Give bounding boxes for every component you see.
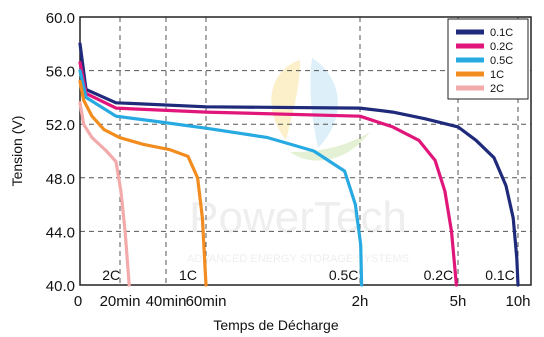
- series-line-0-1c: [78, 42, 520, 287]
- plot-area: [79, 16, 532, 286]
- legend-label: 1C: [490, 69, 504, 81]
- y-axis-label: Tension (V): [9, 116, 25, 187]
- y-axis-ticks: 40.0 44.0 48.0 52.0 56.0 60.0: [46, 10, 75, 295]
- series-line-1c: [78, 79, 208, 287]
- x-tick-label: 60min: [186, 293, 227, 310]
- curve-label: 2C: [102, 267, 120, 283]
- x-axis-label: Temps de Décharge: [213, 317, 339, 333]
- curve-label: 0.1C: [485, 267, 515, 283]
- watermark-leaf-yellow: [271, 60, 300, 140]
- y-tick-label: 40.0: [46, 278, 75, 295]
- curve-labels: 2C 1C 0.5C 0.2C 0.1C: [102, 267, 515, 283]
- grid: [80, 17, 531, 285]
- curve-label: 0.2C: [424, 267, 454, 283]
- legend: 0.1C 0.2C 0.5C 1C 2C: [447, 18, 529, 100]
- y-tick-label: 48.0: [46, 171, 75, 188]
- watermark-leaf-green: [290, 132, 370, 161]
- y-tick-label: 60.0: [46, 10, 75, 27]
- y-tick-label: 56.0: [46, 64, 75, 81]
- x-axis-ticks: 0 20min 40min 60min 2h 5h 10h: [74, 293, 531, 310]
- x-tick-label: 40min: [146, 293, 187, 310]
- x-tick-label: 0: [74, 293, 82, 310]
- y-tick-label: 44.0: [46, 224, 75, 241]
- series-layer: [78, 42, 520, 287]
- watermark: PowerTech ADVANCED ENERGY STORAGE SYSTEM…: [187, 58, 409, 265]
- series-line-2c: [78, 101, 131, 287]
- x-tick-label: 20min: [100, 293, 141, 310]
- legend-label: 2C: [490, 83, 504, 95]
- legend-label: 0.5C: [490, 55, 513, 67]
- y-tick-label: 52.0: [46, 117, 75, 134]
- watermark-text: PowerTech: [189, 193, 407, 242]
- series-line-0-2c: [78, 61, 458, 287]
- series-line-0-5c: [78, 69, 364, 287]
- legend-label: 0.1C: [490, 27, 513, 39]
- curve-label: 1C: [179, 267, 197, 283]
- curve-label: 0.5C: [329, 267, 359, 283]
- x-tick-label: 10h: [505, 293, 530, 310]
- x-tick-label: 5h: [450, 293, 467, 310]
- watermark-leaf-blue: [310, 58, 338, 148]
- x-tick-label: 2h: [352, 293, 369, 310]
- legend-label: 0.2C: [490, 41, 513, 53]
- watermark-subtext: ADVANCED ENERGY STORAGE SYSTEMS: [187, 253, 409, 265]
